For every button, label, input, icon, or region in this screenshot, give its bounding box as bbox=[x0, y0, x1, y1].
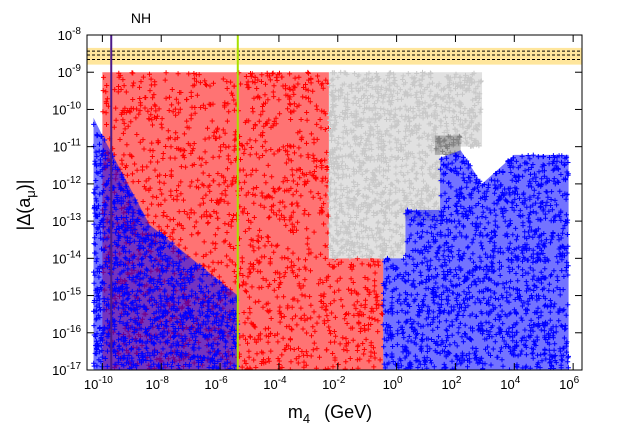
x-tick-label-5: 100 bbox=[383, 375, 403, 392]
experimental-band bbox=[87, 47, 582, 65]
region-darkgray bbox=[433, 133, 463, 157]
y-tick-label-6: 10-14 bbox=[52, 249, 81, 266]
region-gray-markers bbox=[326, 69, 484, 261]
vertical-lines bbox=[110, 35, 239, 370]
x-tick-label-3: 10-4 bbox=[263, 375, 287, 392]
x-axis-title-base: m bbox=[288, 402, 303, 422]
y-axis-title: |Δ(aμ)| bbox=[14, 180, 38, 231]
y-axis-ticks: 10-8 10-9 10-10 10-11 10-12 10-13 10-14 10-15 10… bbox=[52, 26, 582, 378]
region-darkgray-fill bbox=[434, 135, 461, 155]
x-tick-label-1: 10-8 bbox=[146, 375, 170, 392]
y-tick-label-3: 10-11 bbox=[53, 138, 82, 155]
region-darkgray-markers bbox=[433, 133, 463, 157]
y-axis-title-post: )| bbox=[14, 180, 34, 191]
region-blue_right bbox=[380, 150, 571, 370]
region-blue_left-markers bbox=[91, 121, 241, 370]
x-tick-label-0: 10-10 bbox=[84, 375, 113, 392]
band-fill bbox=[87, 47, 582, 65]
y-tick-label-0: 10-8 bbox=[58, 26, 82, 43]
x-tick-label-2: 10-6 bbox=[204, 375, 228, 392]
region-gray bbox=[326, 69, 484, 261]
y-tick-label-2: 10-10 bbox=[52, 100, 81, 117]
x-tick-label-7: 104 bbox=[500, 375, 520, 392]
y-tick-label-5: 10-13 bbox=[52, 212, 81, 229]
x-tick-label-4: 10-2 bbox=[322, 375, 346, 392]
y-tick-label-1: 10-9 bbox=[58, 63, 82, 80]
x-axis-title-unit: (GeV) bbox=[324, 402, 372, 422]
x-tick-label-8: 106 bbox=[559, 375, 579, 392]
scatter-regions bbox=[91, 69, 571, 370]
y-tick-label-9: 10-17 bbox=[52, 361, 81, 378]
y-axis-title-pre: |Δ(a bbox=[14, 197, 34, 231]
plot-frame bbox=[86, 34, 583, 371]
region-blue_left bbox=[91, 117, 241, 370]
region-blue_right-fill bbox=[383, 150, 569, 370]
region-blue_right-markers bbox=[380, 152, 571, 370]
x-tick-label-6: 102 bbox=[441, 375, 461, 392]
x-axis-ticks: 10-10 10-8 10-6 10-4 10-2 100 102 104 106 bbox=[84, 35, 580, 392]
x-axis-title: m4 (GeV) bbox=[288, 402, 372, 426]
y-tick-label-4: 10-12 bbox=[52, 175, 81, 192]
y-tick-label-7: 10-15 bbox=[52, 287, 81, 304]
x-axis-title-sub: 4 bbox=[303, 411, 310, 426]
y-axis-title-sub: μ bbox=[23, 190, 38, 198]
y-tick-label-8: 10-16 bbox=[52, 324, 81, 341]
nh-annotation: NH bbox=[131, 10, 151, 26]
